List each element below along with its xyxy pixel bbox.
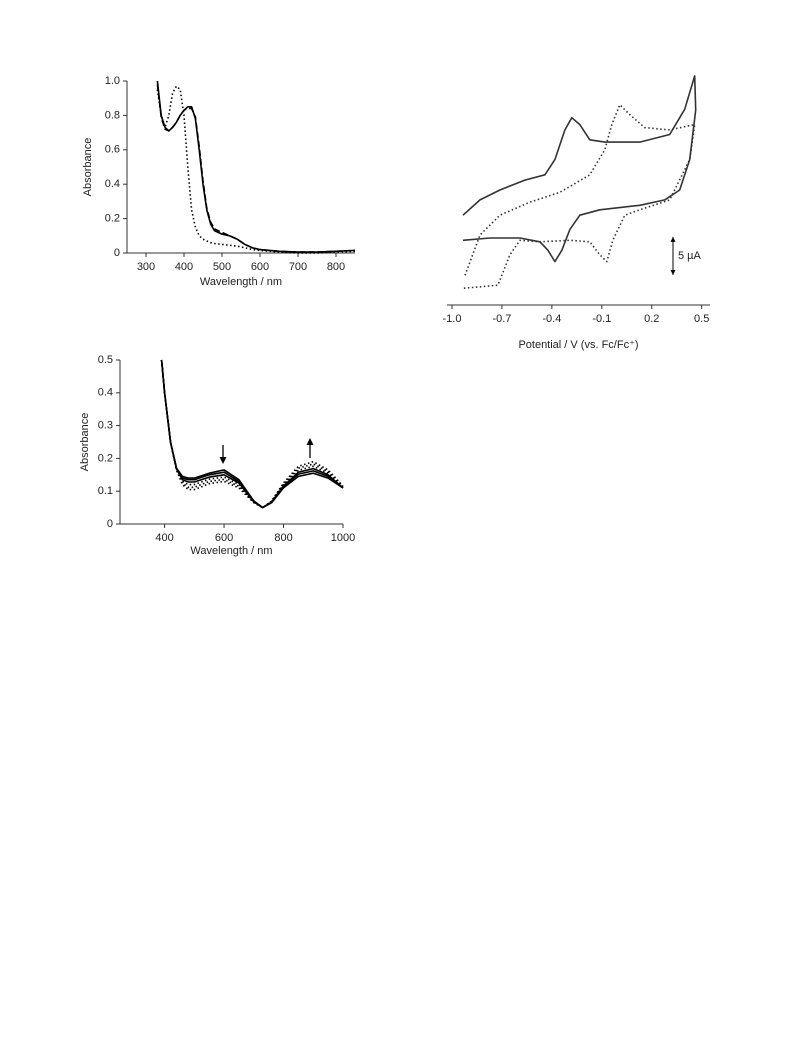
y-tick-label: 0.8 [105, 109, 120, 121]
y-tick-label: 0.4 [105, 178, 120, 190]
y-tick-label: 1.0 [105, 75, 120, 87]
arrow-up [306, 438, 314, 458]
data-line [462, 104, 696, 290]
y-tick-label: 0.4 [98, 387, 113, 399]
data-line [160, 359, 344, 509]
data-line [160, 359, 344, 509]
x-tick-label: -1.0 [443, 313, 462, 325]
y-axis-label: Absorbance [79, 413, 91, 472]
x-tick-label: 800 [327, 261, 345, 273]
data-line [160, 359, 344, 509]
x-tick-label: 500 [213, 261, 231, 273]
data-line [462, 75, 697, 263]
y-tick-label: 0.5 [98, 354, 113, 366]
x-axis-label: Wavelength / nm [200, 276, 282, 288]
x-tick-label: 0.2 [644, 313, 659, 325]
y-axis-label: Absorbance [82, 138, 94, 197]
y-tick-label: 0 [107, 518, 113, 530]
y-tick-label: 0.2 [105, 213, 120, 225]
x-tick-label: 400 [155, 532, 173, 544]
data-line [160, 359, 344, 509]
y-tick-label: 0.6 [105, 144, 120, 156]
scale-bar-head [670, 236, 676, 242]
x-tick-label: 400 [175, 261, 193, 273]
x-tick-label: -0.7 [492, 313, 511, 325]
y-tick-label: 0.2 [98, 452, 113, 464]
x-tick-label: 600 [251, 261, 269, 273]
x-tick-label: -0.1 [592, 313, 611, 325]
x-tick-label: 1000 [331, 532, 355, 544]
y-tick-label: 0.3 [98, 420, 113, 432]
x-tick-label: 600 [215, 532, 233, 544]
x-axis-label: Wavelength / nm [190, 545, 272, 557]
x-tick-label: 300 [137, 261, 155, 273]
scale-bar-head [670, 270, 676, 275]
x-tick-label: 0.5 [694, 313, 709, 325]
x-tick-label: -0.4 [542, 313, 561, 325]
x-tick-label: 800 [274, 532, 292, 544]
data-line [160, 359, 344, 509]
x-axis-label: Potential / V (vs. Fc/Fc⁺) [518, 339, 638, 351]
data-line [156, 85, 356, 254]
data-line [156, 84, 356, 253]
y-tick-label: 0.1 [98, 485, 113, 497]
x-tick-label: 700 [289, 261, 307, 273]
scale-bar-label: 5 µA [678, 250, 702, 262]
data-line [160, 359, 344, 509]
y-tick-label: 0 [114, 247, 120, 259]
arrow-down [219, 445, 227, 464]
